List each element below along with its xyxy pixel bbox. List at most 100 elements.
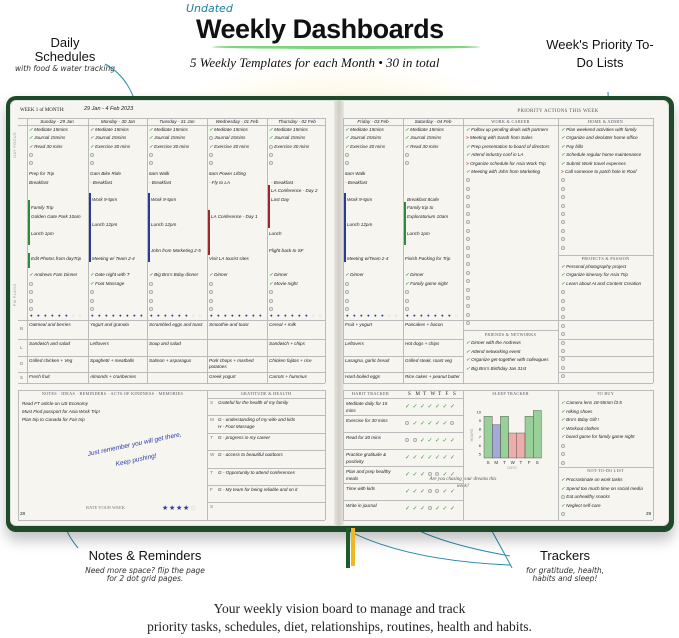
circle[interactable] — [345, 290, 349, 294]
check-icon[interactable]: ✓ — [405, 404, 411, 410]
empty-circle-checkbox[interactable] — [561, 315, 565, 320]
circle[interactable] — [269, 298, 273, 303]
circle[interactable] — [561, 298, 565, 303]
check-icon[interactable]: ✓ — [466, 169, 472, 174]
check-icon[interactable]: ✓ — [209, 127, 215, 132]
check-icon[interactable]: ✓ — [442, 489, 448, 495]
circle[interactable] — [90, 152, 94, 157]
check-icon[interactable]: ✓ — [435, 421, 441, 427]
empty-circle-checkbox[interactable] — [149, 298, 153, 304]
check-icon[interactable]: ✓ — [442, 404, 448, 410]
water-drop-filled-icon[interactable]: ● — [140, 313, 143, 318]
water-drop-filled-icon[interactable]: ● — [381, 313, 384, 318]
empty-circle-checkbox[interactable] — [561, 307, 565, 312]
empty-circle-checkbox[interactable] — [561, 495, 565, 499]
circle[interactable] — [466, 195, 470, 200]
water-drop-empty-icon[interactable]: ○ — [395, 313, 398, 318]
check-icon[interactable]: ✓ — [90, 135, 96, 141]
empty-circle-checkbox[interactable] — [466, 270, 470, 276]
empty-circle-checkbox[interactable] — [561, 228, 565, 234]
empty-circle-checkbox[interactable] — [561, 186, 565, 192]
empty-circle-checkbox[interactable] — [29, 161, 33, 166]
check-icon[interactable]: ✓ — [209, 143, 215, 149]
check-icon[interactable]: ✓ — [412, 472, 418, 478]
empty-circle-checkbox[interactable] — [209, 152, 213, 158]
water-drop-empty-icon[interactable]: ○ — [319, 313, 322, 318]
empty-circle-checkbox[interactable] — [209, 136, 213, 141]
check-icon[interactable]: ✓ — [561, 408, 567, 414]
water-drop-filled-icon[interactable]: ● — [231, 313, 234, 318]
circle[interactable] — [90, 298, 94, 303]
circle[interactable] — [269, 307, 273, 311]
water-drop-filled-icon[interactable]: ● — [65, 313, 68, 318]
circle[interactable] — [405, 307, 409, 311]
water-drop-filled-icon[interactable]: ● — [112, 313, 115, 318]
check-icon[interactable]: ✓ — [442, 455, 448, 461]
water-drop-filled-icon[interactable]: ● — [133, 313, 136, 318]
check-icon[interactable]: ✓ — [420, 489, 426, 495]
circle[interactable] — [561, 237, 565, 242]
check-icon[interactable]: ✓ — [450, 455, 456, 461]
check-icon[interactable]: ✓ — [561, 135, 567, 141]
water-drop-filled-icon[interactable]: ● — [157, 313, 160, 318]
check-icon[interactable]: ✓ — [345, 143, 351, 149]
water-drop-filled-icon[interactable]: ● — [353, 313, 356, 318]
circle[interactable] — [561, 452, 565, 456]
check-icon[interactable]: ✓ — [466, 143, 472, 149]
check-icon[interactable]: ✓ — [466, 357, 472, 362]
empty-circle-checkbox[interactable] — [561, 178, 565, 183]
check-icon[interactable]: ✓ — [412, 455, 418, 461]
water-drop-filled-icon[interactable]: ● — [119, 313, 122, 318]
water-drop-filled-icon[interactable]: ● — [298, 313, 301, 318]
water-drop-filled-icon[interactable]: ● — [420, 313, 423, 318]
star-filled-icon[interactable]: ★ — [176, 505, 183, 512]
empty-circle-checkbox[interactable] — [345, 161, 349, 166]
check-icon[interactable]: ✓ — [442, 438, 448, 444]
empty-circle-checkbox[interactable] — [269, 298, 273, 304]
empty-circle-checkbox[interactable] — [435, 489, 439, 495]
circle[interactable] — [149, 152, 153, 157]
circle[interactable] — [209, 161, 213, 166]
water-drop-filled-icon[interactable]: ● — [448, 313, 451, 318]
empty-circle-checkbox[interactable] — [466, 321, 470, 326]
empty-circle-checkbox[interactable] — [561, 332, 565, 337]
empty-circle-checkbox[interactable] — [561, 452, 565, 457]
check-icon[interactable]: ✓ — [90, 280, 96, 286]
check-icon[interactable]: ✓ — [29, 272, 35, 277]
empty-circle-checkbox[interactable] — [269, 144, 273, 149]
water-drop-filled-icon[interactable]: ● — [44, 313, 47, 318]
empty-circle-checkbox[interactable] — [90, 290, 94, 295]
water-drop-filled-icon[interactable]: ● — [185, 313, 188, 318]
water-drop-empty-icon[interactable]: ○ — [312, 313, 315, 318]
empty-circle-checkbox[interactable] — [561, 220, 565, 225]
circle[interactable] — [561, 186, 565, 191]
circle[interactable] — [561, 365, 565, 370]
circle[interactable] — [405, 161, 409, 166]
empty-circle-checkbox[interactable] — [427, 489, 432, 495]
check-icon[interactable]: ✓ — [561, 417, 567, 422]
circle[interactable] — [561, 512, 565, 516]
water-drop-empty-icon[interactable]: ○ — [79, 313, 82, 318]
empty-circle-checkbox[interactable] — [209, 298, 213, 304]
empty-circle-checkbox[interactable] — [561, 290, 565, 295]
water-drop-empty-icon[interactable]: ○ — [192, 313, 195, 318]
empty-circle-checkbox[interactable] — [561, 195, 565, 200]
empty-circle-checkbox[interactable] — [466, 296, 470, 301]
circle[interactable] — [466, 212, 470, 216]
empty-circle-checkbox[interactable] — [405, 307, 409, 312]
check-icon[interactable]: ✓ — [420, 404, 426, 410]
circle[interactable] — [209, 298, 213, 303]
empty-circle-checkbox[interactable] — [466, 304, 470, 309]
circle[interactable] — [561, 307, 565, 311]
empty-circle-checkbox[interactable] — [561, 323, 565, 329]
check-icon[interactable]: ✓ — [90, 143, 96, 149]
water-drop-filled-icon[interactable]: ● — [98, 313, 101, 318]
empty-circle-checkbox[interactable] — [269, 307, 273, 312]
circle[interactable] — [466, 262, 470, 267]
circle[interactable] — [29, 161, 33, 166]
check-icon[interactable]: ✓ — [561, 477, 567, 482]
water-drop-filled-icon[interactable]: ● — [164, 313, 167, 318]
empty-circle-checkbox[interactable] — [405, 161, 409, 166]
water-drop-filled-icon[interactable]: ● — [441, 313, 444, 318]
check-icon[interactable]: ✓ — [420, 438, 426, 444]
